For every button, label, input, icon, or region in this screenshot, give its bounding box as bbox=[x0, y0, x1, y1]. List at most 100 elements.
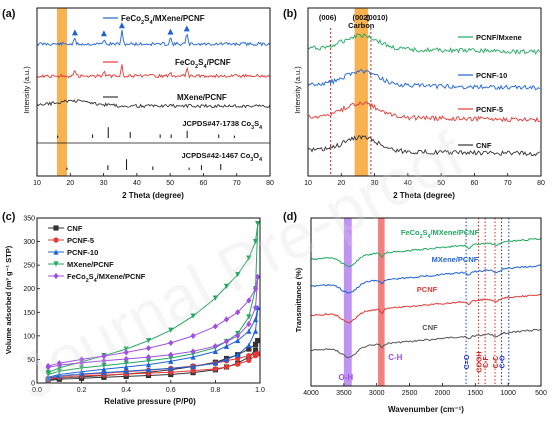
legend-label: PCNF-5 bbox=[67, 236, 94, 245]
data-point bbox=[56, 360, 62, 367]
x-axis-tick-label: 80 bbox=[537, 180, 545, 187]
annotation: (006) bbox=[319, 13, 337, 22]
panel-label: (d) bbox=[283, 211, 297, 223]
data-point bbox=[190, 363, 196, 370]
x-axis-tick-label: 1500 bbox=[467, 390, 483, 397]
data-point bbox=[45, 362, 51, 370]
reference-label: JCPDS#42-1467 Co3O4 bbox=[182, 151, 263, 163]
data-point bbox=[255, 351, 261, 357]
y-axis-label: Volume adsorbed (m³ g⁻¹ STP) bbox=[4, 245, 13, 354]
xrd-series-line bbox=[36, 29, 271, 47]
x-axis-tick-label: 40 bbox=[133, 180, 141, 187]
data-point bbox=[235, 271, 241, 278]
isotherm-adsorption-line bbox=[47, 276, 259, 368]
data-point bbox=[123, 364, 129, 370]
x-axis-tick-label: 1000 bbox=[500, 390, 516, 397]
functional-group-label: C-F bbox=[483, 355, 490, 367]
plot-frame bbox=[310, 217, 542, 387]
series-label: CNF bbox=[422, 323, 438, 332]
x-axis-tick-label: 0.2 bbox=[77, 387, 87, 394]
isotherm-adsorption-line bbox=[47, 223, 259, 375]
x-axis-tick-label: 3500 bbox=[336, 390, 352, 397]
x-axis-label: 2 Theta (degree) bbox=[393, 191, 455, 200]
data-point bbox=[235, 332, 241, 339]
y-axis-tick-label: 300 bbox=[23, 239, 35, 246]
panel-c-isotherm-chart: 0.0 0.2 0.4 0.6 0.8 1.0 0 50 100 150 200 250 300 350 C… bbox=[2, 211, 265, 406]
legend-label: FeCo2S4/MXene/PCNF bbox=[67, 272, 146, 284]
x-axis-tick-label: 0.8 bbox=[211, 387, 221, 394]
x-axis-tick-label: 3000 bbox=[369, 390, 385, 397]
data-point bbox=[101, 362, 107, 369]
x-axis-tick-label: 500 bbox=[535, 390, 547, 397]
data-point bbox=[190, 354, 196, 360]
x-axis-tick-label: 70 bbox=[233, 180, 241, 187]
data-point bbox=[168, 365, 174, 371]
legend-label: PCNF-10 bbox=[67, 248, 98, 257]
data-point bbox=[123, 349, 129, 356]
data-point bbox=[246, 353, 252, 359]
legend-label: CNF bbox=[67, 224, 83, 233]
legend-label: FeCo2S4/PCNF bbox=[175, 58, 231, 70]
panel-d-ftir-chart: FeCo2S4/MXene/PCNF MXene/PCNF PCNF CNF O-H C-… bbox=[283, 211, 547, 414]
reference-label: JCPDS#47-1738 Co3S4 bbox=[182, 119, 262, 131]
y-axis-tick-label: 0 bbox=[31, 381, 35, 388]
data-point bbox=[212, 348, 218, 355]
x-axis-label: 2 Theta (degree) bbox=[122, 191, 184, 200]
data-point bbox=[190, 348, 196, 355]
data-point bbox=[223, 316, 230, 323]
highlight-band bbox=[56, 8, 67, 176]
x-axis-tick-label: 10 bbox=[304, 180, 312, 187]
data-point bbox=[246, 314, 252, 320]
data-point bbox=[101, 357, 107, 364]
functional-group-label: COOH bbox=[477, 352, 484, 373]
data-point bbox=[123, 368, 129, 374]
peak-marker bbox=[100, 30, 107, 37]
peak-marker bbox=[118, 22, 125, 29]
plot-frame bbox=[36, 217, 261, 384]
data-point bbox=[252, 328, 259, 334]
x-axis-tick-label: 20 bbox=[337, 180, 345, 187]
xrd-series-line bbox=[36, 64, 271, 79]
data-point bbox=[168, 351, 174, 358]
data-point bbox=[235, 309, 241, 316]
data-point bbox=[252, 238, 259, 245]
x-axis-tick-label: 60 bbox=[471, 180, 479, 187]
xrd-series-line bbox=[307, 135, 540, 157]
y-axis-tick-label: 50 bbox=[27, 357, 35, 364]
isotherm-desorption-line bbox=[47, 223, 259, 374]
data-point bbox=[145, 345, 152, 352]
annotation: Carbon bbox=[348, 21, 375, 30]
data-point bbox=[101, 353, 107, 360]
xrd-series-line bbox=[307, 101, 540, 123]
xrd-series-line bbox=[307, 69, 540, 91]
legend-label: PCNF/Mxene bbox=[476, 33, 522, 42]
y-axis-tick-label: 250 bbox=[23, 263, 35, 270]
data-point bbox=[255, 221, 261, 227]
data-point bbox=[53, 237, 59, 243]
functional-group-label: C-O bbox=[500, 355, 507, 368]
data-point bbox=[79, 365, 85, 371]
data-point bbox=[168, 327, 174, 333]
plot-frame bbox=[36, 7, 271, 177]
data-point bbox=[123, 360, 129, 366]
oh-band bbox=[343, 218, 352, 386]
y-axis-label: Intensity (a.u.) bbox=[293, 66, 302, 114]
legend-label: CNF bbox=[476, 141, 492, 150]
x-axis-tick-label: 30 bbox=[100, 180, 108, 187]
legend-label: FeCo2S4/MXene/PCNF bbox=[121, 14, 205, 26]
data-point bbox=[53, 272, 59, 280]
data-point bbox=[53, 249, 59, 255]
data-point bbox=[246, 357, 252, 363]
ftir-spectrum-line bbox=[310, 293, 541, 324]
panel-label: (c) bbox=[2, 211, 16, 223]
data-point bbox=[252, 285, 259, 292]
data-point bbox=[190, 368, 196, 374]
panel-b-xrd-chart: PCNF/Mxene PCNF-10 PCNF-5 CNF (006) (002)Carb… bbox=[283, 7, 545, 200]
series-label: PCNF bbox=[417, 285, 438, 294]
peak-marker bbox=[167, 28, 174, 35]
data-point bbox=[145, 353, 152, 361]
x-axis-tick-label: 2000 bbox=[435, 390, 451, 397]
data-point bbox=[45, 370, 51, 376]
data-point bbox=[145, 358, 152, 364]
